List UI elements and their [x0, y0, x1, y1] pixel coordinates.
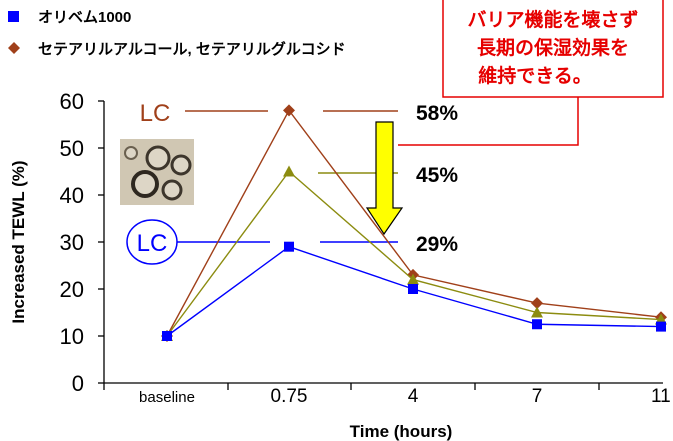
y-tick-label: 10 [60, 324, 84, 349]
x-tick-label: 7 [532, 386, 543, 407]
data-point [656, 321, 666, 332]
y-tick-label: 40 [60, 183, 84, 208]
legend-marker-cetearyl [8, 42, 20, 54]
data-point [162, 331, 172, 341]
callout-leader-line [398, 97, 579, 146]
data-point [532, 319, 542, 330]
legend-marker-olivem [8, 11, 19, 22]
data-point [408, 284, 418, 294]
lc-annotation-top: LC [140, 100, 398, 127]
pct-label-29: 29% [416, 233, 458, 256]
data-point [284, 241, 294, 252]
data-point [531, 297, 543, 310]
legend: オリベム1000 セテアリルアルコール, セテアリルグルコシド [8, 9, 346, 58]
x-axis-title: Time (hours) [350, 422, 453, 441]
series-line [166, 170, 662, 337]
x-axis: baseline 0.75 4 7 11 [103, 382, 671, 407]
lc-label-top: LC [140, 100, 171, 127]
data-point [283, 165, 295, 177]
y-tick-label: 30 [60, 230, 84, 255]
x-tick-label: baseline [139, 389, 195, 406]
decrease-arrow [365, 121, 404, 236]
callout-line-2: 長期の保湿効果を [477, 36, 629, 59]
lc-annotation-bottom: LC [126, 219, 398, 265]
series-layer [161, 104, 667, 342]
pct-label-45: 45% [416, 164, 458, 187]
y-tick-label: 0 [72, 371, 84, 396]
data-point [283, 104, 295, 117]
y-axis-title: Increased TEWL (%) [9, 160, 28, 323]
y-tick-label: 50 [60, 136, 84, 161]
callout: バリア機能を壊さず 長期の保湿効果を 維持できる。 [398, 0, 664, 146]
x-tick-label: 0.75 [271, 386, 308, 407]
callout-box [442, 0, 664, 98]
series-line [166, 109, 662, 337]
y-tick-label: 60 [60, 89, 84, 114]
data-point [531, 306, 543, 318]
legend-label-olivem: オリベム1000 [38, 9, 131, 26]
data-point [407, 273, 419, 285]
y-axis: 0 10 20 30 40 50 60 [60, 89, 105, 396]
x-tick-label: 11 [651, 386, 671, 407]
pct-label-58: 58% [416, 102, 458, 125]
lc-label-bottom: LC [137, 230, 168, 257]
callout-line-3: 維持できる。 [478, 64, 592, 87]
micrograph-image [120, 139, 194, 205]
y-tick-label: 20 [60, 277, 84, 302]
callout-line-1: バリア機能を壊さず [467, 8, 638, 31]
legend-label-cetearyl: セテアリルアルコール, セテアリルグルコシド [38, 40, 346, 58]
x-tick-label: 4 [408, 386, 419, 407]
